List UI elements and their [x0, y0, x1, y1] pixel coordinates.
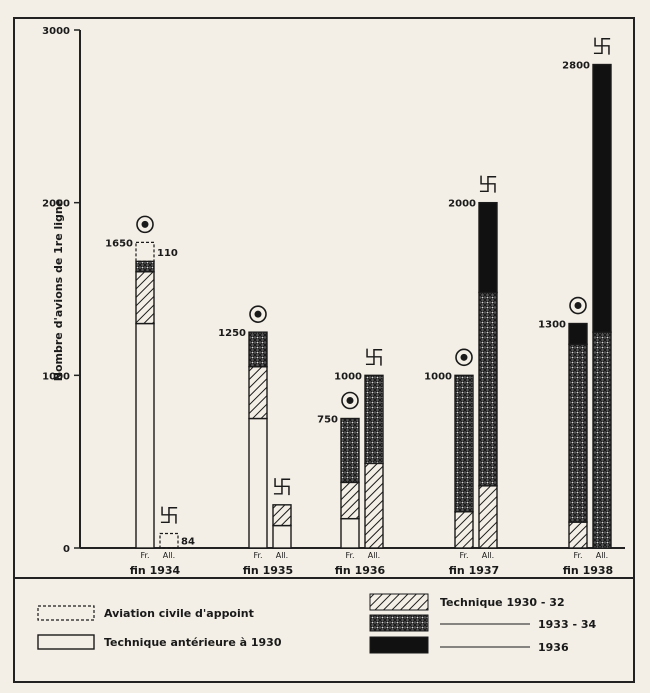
legend-label-t36: 1936: [538, 641, 569, 654]
outer-frame: [13, 17, 635, 683]
swastika-icon: 卐: [364, 345, 384, 369]
bar-segment-t3334: [364, 374, 384, 465]
legend: Aviation civile d'appoint Technique anté…: [37, 593, 596, 654]
bar-segment-t3334: [248, 331, 268, 368]
bar-segment-t3334: [454, 374, 474, 513]
country-label: Fr.: [345, 551, 354, 560]
x-tick-label: fin 1935: [243, 564, 293, 577]
bar-segment-civile: [159, 532, 179, 549]
bar-segment-t3032: [364, 462, 384, 549]
legend-label-t3032: Technique 1930 - 32: [440, 596, 565, 609]
roundel-icon: [455, 348, 473, 367]
legend-label-t3334: 1933 - 34: [538, 618, 596, 631]
roundel-icon: [249, 305, 267, 323]
x-tick-label: fin 1938: [563, 564, 613, 577]
bar-segment-t3334: [135, 260, 155, 273]
bar-segment-t3032: [248, 366, 268, 420]
data-label: 1000: [334, 371, 362, 382]
legend-label-civile: Aviation civile d'appoint: [104, 607, 254, 620]
swastika-icon: 卐: [159, 503, 179, 527]
y-axis-label: Nombre d'avions de 1re ligne: [52, 199, 65, 381]
roundel-icon: [341, 391, 359, 410]
data-label: 1650: [105, 238, 133, 249]
bar-segment-t3032: [135, 271, 155, 325]
country-label: Fr.: [253, 551, 262, 560]
bar-segment-t3032: [478, 485, 498, 549]
y-tick-label: 1000: [42, 371, 70, 382]
legend-swatch-t3032: [369, 593, 429, 611]
country-label: Fr.: [573, 551, 582, 560]
data-label: 1300: [538, 320, 566, 331]
roundel-icon: [569, 296, 587, 315]
bar-segment-t3032: [568, 521, 588, 549]
bar-segment-anterieure: [272, 524, 292, 549]
bar-segment-t3334: [478, 291, 498, 487]
bar-segment-t3032: [454, 511, 474, 549]
data-label: 750: [317, 415, 338, 426]
legend-swatch-t36: [369, 636, 429, 654]
bar-segment-t3334: [568, 343, 588, 523]
swastika-icon: 卐: [478, 173, 498, 197]
legend-swatch-anterieure: [37, 634, 95, 650]
legend-swatch-civile: [37, 605, 95, 621]
bar-segment-t36: [568, 322, 588, 345]
y-tick-label: 0: [63, 544, 70, 555]
bar-segment-anterieure: [248, 417, 268, 549]
x-tick-label: fin 1934: [130, 564, 181, 577]
x-tick-label: fin 1936: [335, 564, 386, 577]
data-label: 2800: [562, 61, 590, 72]
bar-segment-civile: [135, 241, 155, 262]
country-label: All.: [163, 551, 175, 560]
bar-segment-anterieure: [340, 517, 360, 549]
country-label: All.: [368, 551, 380, 560]
country-label: All.: [596, 551, 608, 560]
country-label: All.: [276, 551, 288, 560]
country-label: All.: [482, 551, 494, 560]
x-tick-label: fin 1937: [449, 564, 499, 577]
bar-segment-t36: [478, 201, 498, 294]
bar-segment-t3032: [340, 481, 360, 520]
data-label: 1000: [424, 371, 452, 382]
y-tick-label: 3000: [42, 26, 70, 37]
bar-segment-anterieure: [135, 322, 155, 549]
bar-segment-t36: [592, 63, 612, 333]
swastika-icon: 卐: [592, 35, 612, 59]
roundel-icon: [136, 215, 154, 234]
legend-label-anterieure: Technique antérieure à 1930: [104, 636, 282, 649]
data-label: 84: [181, 537, 195, 548]
data-label: 2000: [448, 199, 476, 210]
swastika-icon: 卐: [272, 475, 292, 499]
country-label: Fr.: [140, 551, 149, 560]
data-label: 1250: [218, 328, 246, 339]
bar-segment-t3334: [592, 331, 612, 549]
data-label: 110: [157, 248, 178, 259]
country-label: Fr.: [459, 551, 468, 560]
bar-segment-t3032: [272, 504, 292, 527]
bar-segment-t3334: [340, 417, 360, 484]
y-tick-label: 2000: [42, 199, 70, 210]
legend-swatch-t3334: [369, 614, 429, 632]
